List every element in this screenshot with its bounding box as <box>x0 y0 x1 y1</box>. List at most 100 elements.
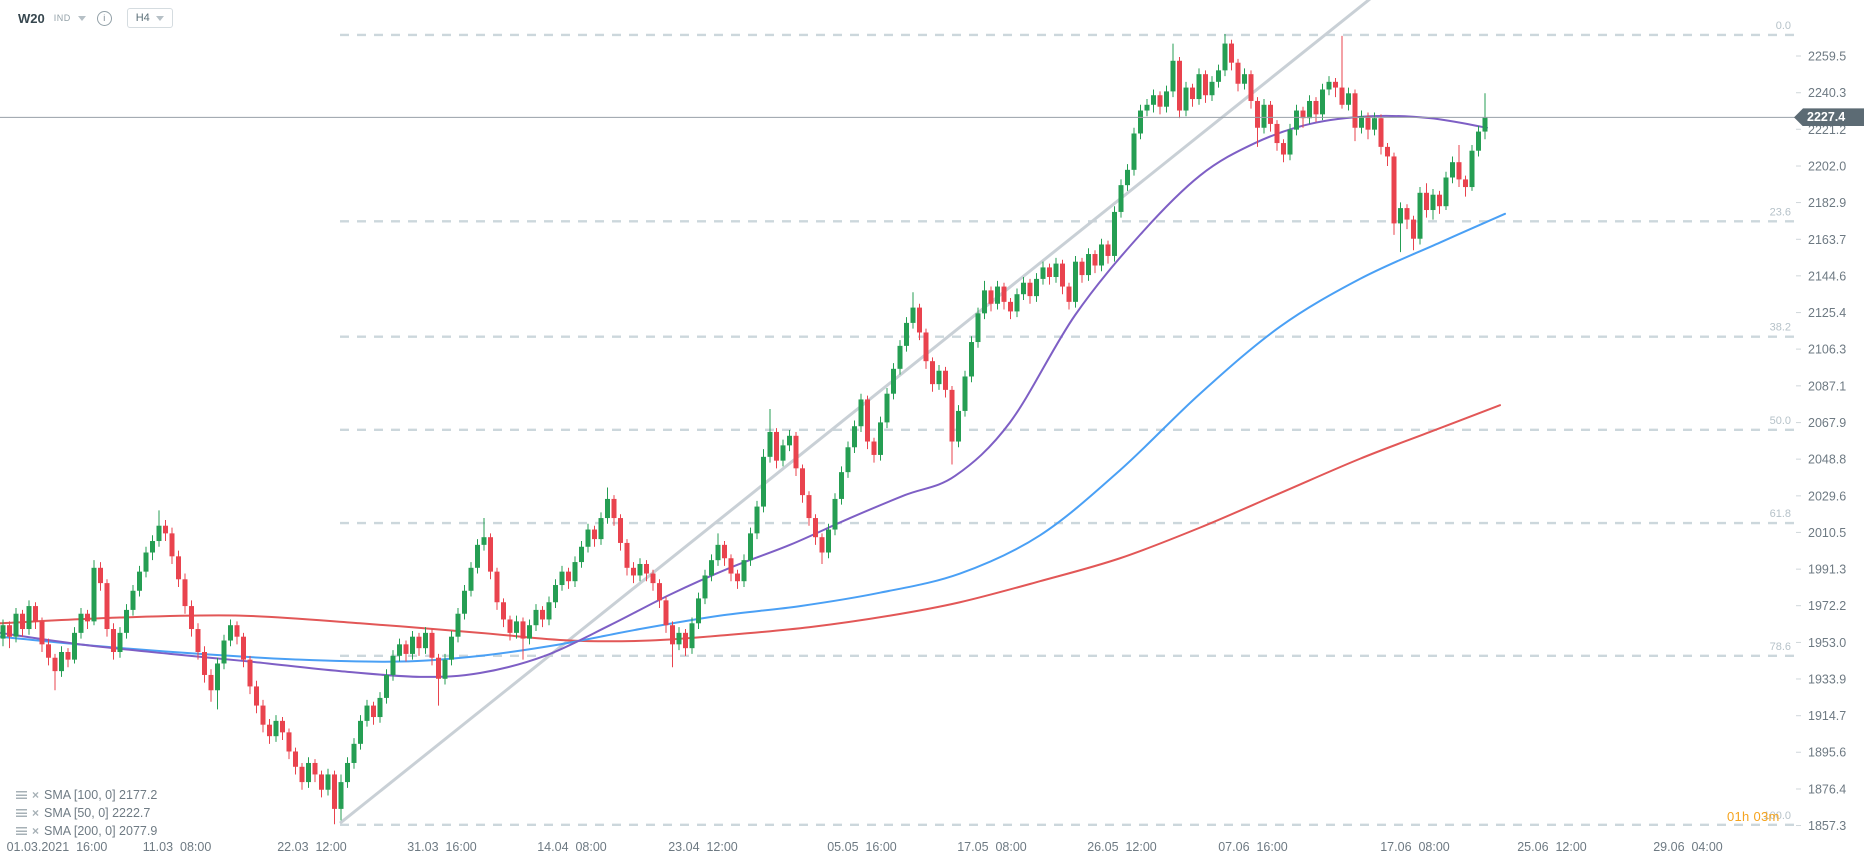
candle-body <box>858 399 864 427</box>
candle-body <box>1430 194 1436 211</box>
candle-body <box>306 762 311 783</box>
sma-line-sma-50[interactable] <box>0 114 1488 678</box>
candle-body <box>1222 43 1228 71</box>
fib-level-label: 50.0 <box>1770 415 1791 427</box>
candle-body <box>975 313 981 343</box>
candle-body <box>1346 93 1351 105</box>
info-icon[interactable] <box>96 10 112 26</box>
fib-level-label: 61.8 <box>1770 508 1791 520</box>
price-axis-label: 2010.5 <box>1808 526 1846 540</box>
candle-body <box>1300 110 1306 119</box>
candle-body <box>377 697 383 718</box>
candle-body <box>566 571 571 582</box>
price-axis-label: 1914.7 <box>1808 709 1846 723</box>
candle-body <box>1378 118 1384 147</box>
candle-body <box>254 686 259 706</box>
candle-body <box>46 644 51 658</box>
chart-header: W20 IND H4 <box>18 8 173 28</box>
candle-body <box>774 431 779 461</box>
candle-body <box>1060 263 1065 287</box>
candle-body <box>650 573 656 584</box>
time-axis[interactable]: 01.03.2021 16:00 11.03 08:00 22.03 12:00 31… <box>7 840 1723 854</box>
candle-body <box>826 529 831 553</box>
candle-body <box>455 613 461 637</box>
candle-body <box>338 782 344 809</box>
legend-row-sma200: × SMA [200, 0] 2077.9 <box>16 822 157 840</box>
candle-body <box>1242 74 1247 84</box>
price-axis-label: 2240.3 <box>1808 86 1846 100</box>
candle-body <box>592 529 597 540</box>
candle-body <box>280 720 285 733</box>
sma-line-sma-200[interactable] <box>0 404 1501 643</box>
candle-body <box>1287 129 1293 155</box>
candle-body <box>163 525 168 534</box>
candle-body <box>1131 133 1137 170</box>
candle-body <box>462 590 467 614</box>
indicator-label: SMA [200, 0] 2077.9 <box>44 824 158 838</box>
candle-body <box>507 619 513 633</box>
candle-body <box>1456 162 1462 180</box>
candle-body <box>267 724 272 737</box>
indicator-label: SMA [50, 0] 2222.7 <box>44 806 151 820</box>
sma-line-sma-100[interactable] <box>0 212 1506 663</box>
candle-body <box>819 537 825 553</box>
fib-level-label: 38.2 <box>1770 322 1791 334</box>
price-axis-label: 1857.3 <box>1808 819 1846 833</box>
candle-body <box>1079 261 1085 276</box>
time-axis-label: 22.03 12:00 <box>277 840 347 854</box>
time-axis-label: 29.06 04:00 <box>1653 840 1723 854</box>
candle-body <box>1118 185 1124 212</box>
candle-body <box>397 644 402 656</box>
candle-body <box>384 674 389 698</box>
candle-body <box>117 632 123 652</box>
candle-body <box>1216 70 1221 82</box>
indicator-settings-icon[interactable] <box>16 809 27 817</box>
symbol-chevron-down-icon[interactable] <box>77 15 86 21</box>
candle-body <box>1177 60 1182 111</box>
candle-body <box>1183 87 1189 111</box>
candle-body <box>1066 286 1072 302</box>
time-axis-label: 01.03.2021 16:00 <box>7 840 108 854</box>
price-axis-label: 2182.9 <box>1808 196 1846 210</box>
candle-body <box>33 606 38 622</box>
candle-body <box>273 720 279 737</box>
candle-body <box>663 600 669 626</box>
candle-body <box>631 567 636 576</box>
candle-body <box>624 542 630 568</box>
candle-body <box>982 290 987 314</box>
candle-body <box>195 629 201 652</box>
indicator-remove-icon[interactable]: × <box>32 806 40 820</box>
candle-body <box>1053 263 1059 277</box>
fibonacci-retracement[interactable]: 0.0 23.6 38.2 50.0 61.8 78.6 100.0 <box>340 20 1795 826</box>
indicator-remove-icon[interactable]: × <box>32 788 40 802</box>
candle-body <box>1469 150 1475 188</box>
symbol-name[interactable]: W20 <box>18 10 45 26</box>
indicator-settings-icon[interactable] <box>16 827 27 835</box>
indicator-remove-icon[interactable]: × <box>32 824 40 838</box>
candle-body <box>1209 81 1215 96</box>
candle-body <box>1476 131 1481 151</box>
candle-body <box>390 655 396 675</box>
candle-body <box>800 468 805 496</box>
bar-countdown-timer: 01h 03m <box>1727 809 1780 824</box>
candle-body <box>351 743 357 763</box>
indicator-settings-icon[interactable] <box>16 791 27 799</box>
candle-body <box>871 441 877 455</box>
candle-body <box>689 623 695 649</box>
candle-body <box>1164 91 1169 107</box>
candle-body <box>683 632 688 649</box>
candle-body <box>371 705 376 718</box>
candle-body <box>904 322 909 346</box>
price-axis-label: 1991.3 <box>1808 563 1846 577</box>
timeframe-dropdown[interactable]: H4 <box>126 8 173 28</box>
candle-body <box>767 431 773 457</box>
candle-body <box>1463 179 1468 188</box>
candle-body <box>416 636 422 649</box>
time-axis-label: 11.03 08:00 <box>143 840 212 854</box>
price-axis[interactable]: 2259.52240.32221.22202.02182.92163.72144… <box>1796 50 1846 834</box>
price-axis-label: 2144.6 <box>1808 269 1846 283</box>
indicator-legend: × SMA [100, 0] 2177.2 × SMA [50, 0] 2222… <box>16 786 157 840</box>
candle-body <box>410 636 415 654</box>
candle-body <box>1235 62 1241 84</box>
